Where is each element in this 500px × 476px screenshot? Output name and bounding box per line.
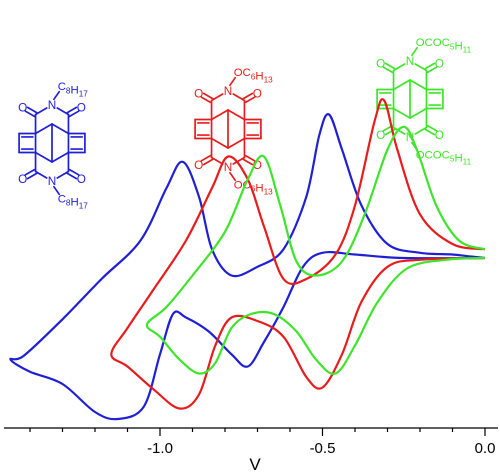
nitrogen-atom-label: N [224,85,233,98]
nitrogen-atom-label: N [48,99,57,112]
oxygen-atom-label: O [77,101,86,114]
substituent-label: C8H17 [58,193,89,210]
nitrogen-atom-label: N [406,55,415,68]
oxygen-atom-label: O [253,159,262,172]
x-tick-label: -0.5 [310,440,336,457]
x-axis-ticks: -1.0 -0.5 0.0 [29,428,496,457]
cv-curve-red [110,98,486,410]
x-tick-label: -1.0 [147,440,173,457]
x-tick-label: 0.0 [475,440,496,457]
oxygen-atom-label: O [435,129,444,142]
oxygen-atom-label: O [18,173,27,186]
oxygen-atom-label: O [253,87,262,100]
substituent-label: OC6H13 [234,67,273,84]
substituent-label: OCOC5H11 [416,149,472,166]
x-axis: -1.0 -0.5 0.0 V [4,427,498,474]
nitrogen-atom-label: N [224,161,233,174]
oxygen-atom-label: O [435,57,444,70]
oxygen-atom-label: O [18,101,27,114]
cv-curve-blue [9,113,486,421]
oxygen-atom-label: O [376,129,385,142]
x-axis-label: V [249,455,261,474]
substituent-label: OCOC5H11 [416,37,472,54]
cv-curve-green [145,125,486,375]
cv-plot-area [9,98,486,421]
nitrogen-atom-label: N [406,131,415,144]
nitrogen-atom-label: N [48,175,57,188]
oxygen-atom-label: O [194,87,203,100]
oxygen-atom-label: O [194,159,203,172]
oxygen-atom-label: O [376,57,385,70]
oxygen-atom-label: O [77,173,86,186]
substituent-label: C8H17 [58,81,89,98]
